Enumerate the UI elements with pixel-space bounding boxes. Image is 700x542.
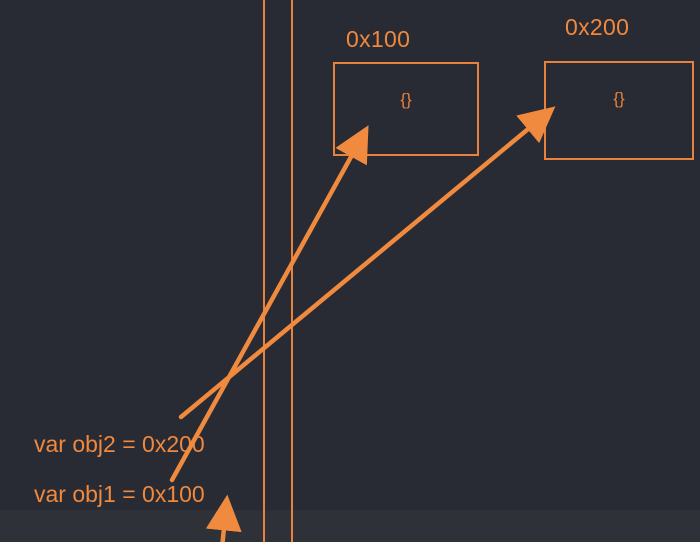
heap-address-label-0x100: 0x100 xyxy=(346,26,411,52)
heap-object-content: {} xyxy=(613,89,625,108)
stack-variable-obj1: var obj1 = 0x100 xyxy=(34,481,205,507)
heap-object-content: {} xyxy=(400,90,412,109)
stack-variable-obj2: var obj2 = 0x200 xyxy=(34,431,205,457)
stack-frame xyxy=(0,0,265,542)
bottom-band xyxy=(0,510,700,542)
heap-object-0x100: {} xyxy=(333,62,479,156)
heap-divider xyxy=(291,0,293,542)
heap-address-label-0x200: 0x200 xyxy=(565,14,630,40)
heap-object-0x200: {} xyxy=(544,61,694,160)
